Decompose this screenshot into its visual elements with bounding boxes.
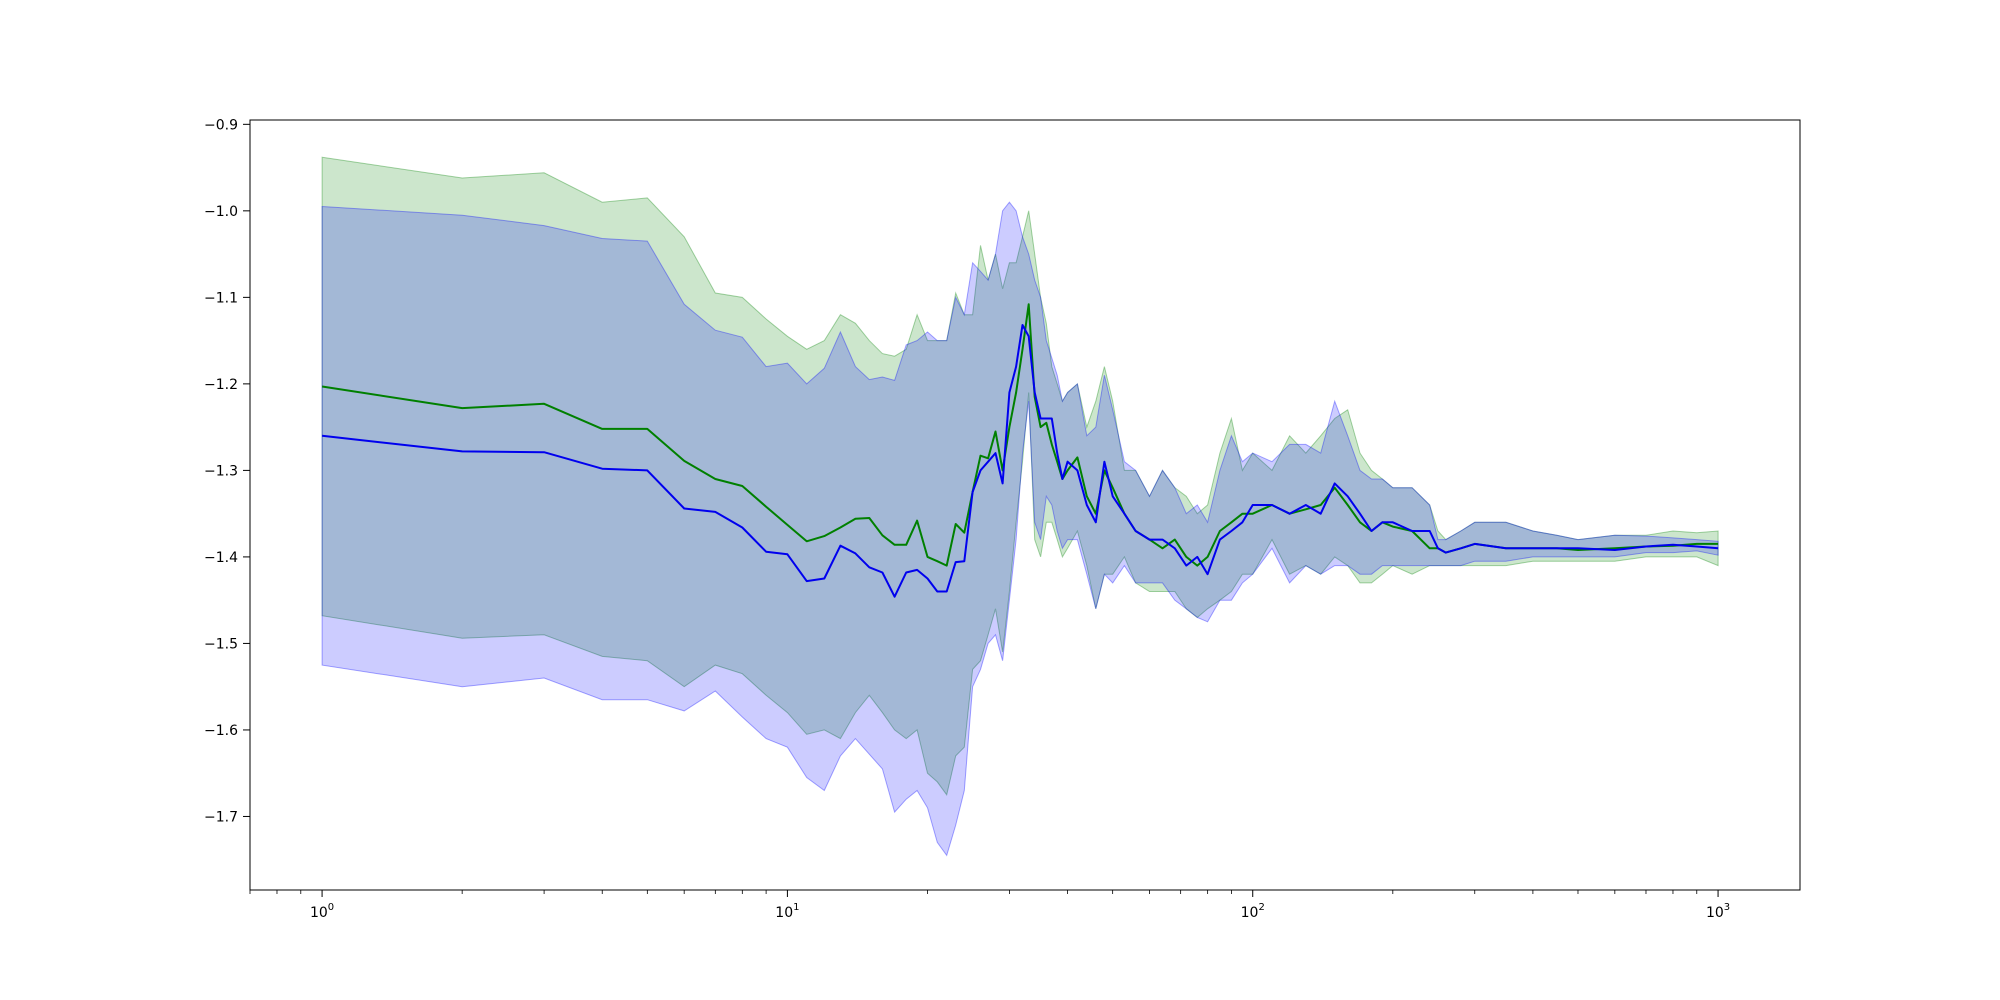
line-series-2 [321,324,1719,598]
y-tick-label: −1.0 [204,204,238,220]
band-series-1 [321,156,1719,796]
y-tick-label: −1.1 [204,290,238,306]
confidence-bands [321,156,1719,857]
y-tick-label: −1.2 [204,377,238,393]
y-tick-label: −1.3 [204,463,238,479]
series-lines [321,303,1719,598]
line-series-1 [321,303,1719,567]
y-tick-label: −1.7 [204,809,238,825]
plot-frame [249,119,1801,891]
y-tick-label: −0.9 [204,117,238,133]
y-tick-label: −1.6 [204,723,238,739]
band-series-2 [321,201,1719,857]
y-tick-label: −1.4 [204,550,238,566]
y-axis: −0.9 −1.0 −1.1 −1.2 −1.3 −1.4 −1.5 −1.6 −1.7 [204,117,250,825]
y-tick-label: −1.5 [204,636,238,652]
